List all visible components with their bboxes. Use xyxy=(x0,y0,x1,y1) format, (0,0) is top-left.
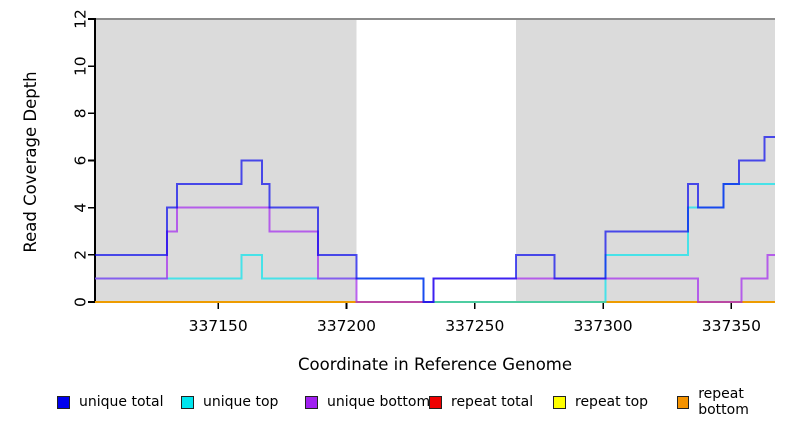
y-tick-label: 0 xyxy=(71,297,89,307)
y-tick-label: 4 xyxy=(71,203,89,213)
x-tick-label: 337150 xyxy=(189,317,248,335)
legend-item-repeat-top: repeat top xyxy=(553,394,648,410)
legend-item-repeat-bottom: repeat bottom xyxy=(677,386,792,418)
repeat-bottom-swatch-icon xyxy=(677,395,690,409)
y-tick-label: 12 xyxy=(71,9,89,29)
unique-total-swatch-icon xyxy=(57,395,70,409)
x-tick-label: 337300 xyxy=(573,317,632,335)
legend-label-unique-bottom: unique bottom xyxy=(327,394,431,410)
coverage-plot-canvas: 337150 337200 337250 337300 337350 0 2 4 6 8 10 12 xyxy=(71,9,775,335)
legend-item-repeat-total: repeat total xyxy=(429,394,533,410)
legend-item-unique-top: unique top xyxy=(181,394,278,410)
y-tick-label: 2 xyxy=(71,250,89,260)
x-tick-label: 337350 xyxy=(702,317,761,335)
y-tick-label: 10 xyxy=(71,56,89,76)
y-tick-label: 8 xyxy=(71,108,89,118)
series-unique-total xyxy=(95,135,775,303)
repeat-top-swatch-icon xyxy=(553,395,566,409)
x-tick-label: 337200 xyxy=(317,317,376,335)
y-tick-label: 6 xyxy=(71,156,89,166)
x-tick-label: 337250 xyxy=(445,317,504,335)
legend-label-unique-top: unique top xyxy=(203,394,279,410)
legend-item-unique-total: unique total xyxy=(57,394,163,410)
series-unique-bottom xyxy=(95,206,775,303)
legend-item-unique-bottom: unique bottom xyxy=(305,394,430,410)
legend-label-unique-total: unique total xyxy=(79,394,164,410)
legend-label-repeat-top: repeat top xyxy=(575,394,649,410)
unique-top-swatch-icon xyxy=(181,395,194,409)
unique-bottom-swatch-icon xyxy=(305,395,318,409)
legend-label-repeat-total: repeat total xyxy=(451,394,534,410)
x-axis-title: Coordinate in Reference Genome xyxy=(297,355,573,374)
y-axis-title: Read Coverage Depth xyxy=(21,71,40,253)
repeat-total-swatch-icon xyxy=(429,395,442,409)
